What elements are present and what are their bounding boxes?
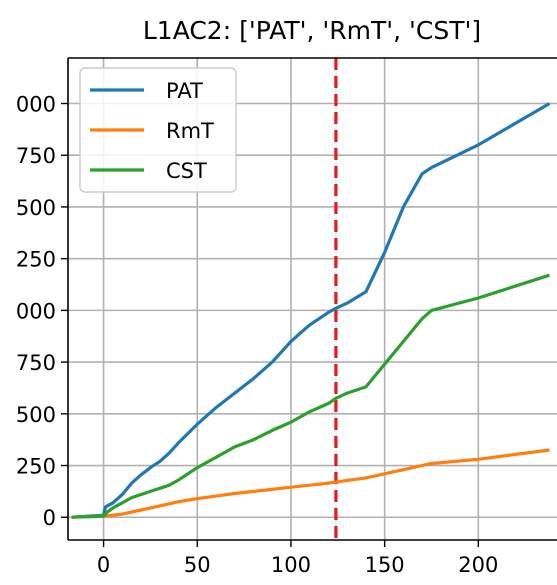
x-tick-label: 50 (184, 553, 211, 577)
x-tick-label: 150 (365, 553, 405, 577)
legend: PAT RmT CST (79, 67, 237, 193)
y-tick-label: 500 (16, 403, 56, 427)
tick-labels: 0 50 100 150 200 0 250 500 750 000 250 500 750 000 (16, 93, 498, 577)
y-tick-label: 250 (16, 455, 56, 479)
y-tick-label: 0 (43, 506, 56, 530)
y-tick-label: 250 (16, 248, 56, 272)
x-tick-label: 200 (458, 553, 498, 577)
x-tick-label: 100 (271, 553, 311, 577)
y-tick-label: 500 (16, 196, 56, 220)
series-line-pat (71, 102, 551, 519)
y-tick-label: 000 (16, 93, 56, 117)
chart-title: L1AC2: ['PAT', 'RmT', 'CST'] (143, 16, 481, 45)
series-line-rmt (71, 448, 550, 519)
y-tick-label: 750 (16, 351, 56, 375)
legend-box (79, 67, 237, 193)
legend-label-rmt: RmT (166, 119, 214, 143)
axes (61, 57, 557, 547)
legend-label-cst: CST (166, 159, 207, 183)
series-line-cst (71, 273, 550, 519)
x-tick-label: 0 (97, 553, 110, 577)
legend-label-pat: PAT (166, 79, 203, 103)
y-tick-label: 750 (16, 144, 56, 168)
series-layer (71, 102, 551, 519)
y-tick-label: 000 (16, 299, 56, 323)
